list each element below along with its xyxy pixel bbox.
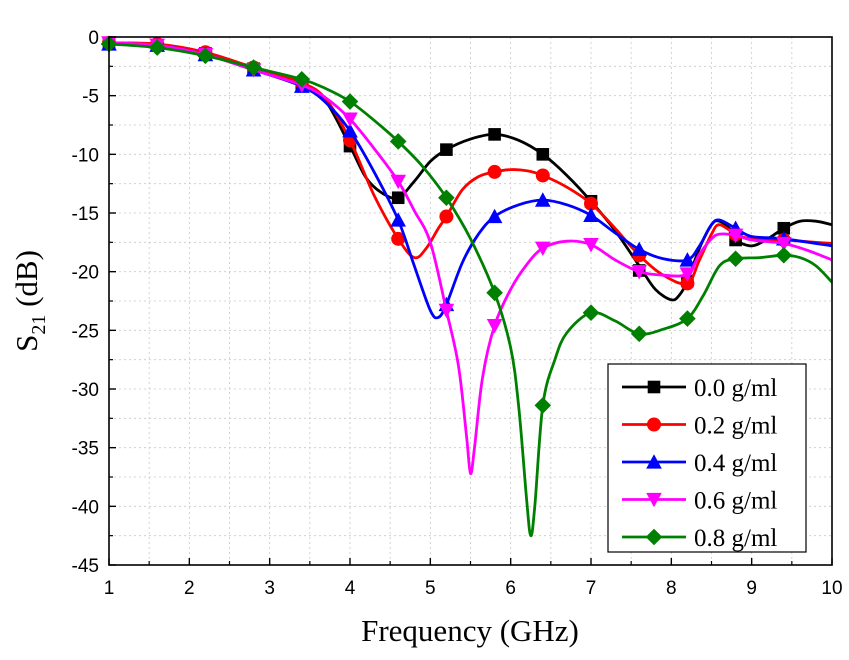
legend-marker-square <box>647 380 661 394</box>
legend: 0.0 g/ml 0.2 g/ml 0.4 g/ml 0.6 g/ml 0.8 g/ml <box>607 363 807 553</box>
legend-marker-triangle-up <box>646 454 662 469</box>
legend-items: 0.0 g/ml 0.2 g/ml 0.4 g/ml 0.6 g/ml 0.8 g/ml <box>622 375 777 552</box>
data-point-triangle-down <box>679 267 696 282</box>
y-tick-label: -30 <box>72 380 99 401</box>
legend-label: 0.4 g/ml <box>694 450 777 477</box>
data-point-diamond <box>775 246 793 264</box>
y-tick-label: 0 <box>88 28 99 49</box>
data-point-triangle-down <box>631 265 647 280</box>
data-point-triangle-up <box>390 212 406 227</box>
data-point-diamond <box>389 133 407 150</box>
data-point-triangle-down <box>776 236 792 252</box>
x-tick-label: 3 <box>264 578 275 599</box>
data-point-triangle-up <box>631 241 647 257</box>
data-point-triangle-up <box>583 207 599 222</box>
legend-item: 0.4 g/ml <box>622 450 777 477</box>
data-point-circle <box>439 209 454 224</box>
x-tick-label: 7 <box>586 578 597 599</box>
data-point-circle <box>487 164 502 179</box>
legend-label: 0.0 g/ml <box>694 375 777 402</box>
y-axis-title-suffix: (dB) <box>9 250 44 315</box>
x-tick-label: 10 <box>821 578 842 599</box>
series-line <box>108 41 833 286</box>
data-point-diamond <box>534 397 552 414</box>
legend-label: 0.8 g/ml <box>694 525 777 552</box>
data-point-triangle-down <box>727 228 744 244</box>
data-point-triangle-up <box>679 252 696 267</box>
data-point-diamond <box>486 284 503 302</box>
data-point-diamond <box>630 325 648 343</box>
series-line <box>108 42 834 538</box>
data-point-triangle-down <box>342 112 358 127</box>
legend-box <box>607 363 807 553</box>
legend-item: 0.8 g/ml <box>622 525 777 552</box>
data-point-triangle-up <box>486 208 503 224</box>
y-tick-label: -25 <box>72 321 99 342</box>
data-point-diamond <box>197 47 214 65</box>
x-tick-label: 9 <box>746 578 757 599</box>
y-tick-label: -5 <box>82 87 99 108</box>
data-point-square <box>440 143 453 156</box>
data-point-circle <box>680 276 695 291</box>
data-point-diamond <box>245 59 262 76</box>
data-point-triangle-up <box>342 123 358 138</box>
legend-marker-circle <box>647 417 661 432</box>
y-axis-title-subscript: 21 <box>28 315 50 335</box>
y-tick-label: -15 <box>72 204 99 225</box>
y-tick-label: -10 <box>72 145 99 166</box>
x-tick-label: 8 <box>666 578 677 599</box>
data-point-triangle-down <box>438 303 455 319</box>
y-tick-label: -40 <box>72 497 99 518</box>
y-tick-label: -45 <box>72 556 99 577</box>
legend-marker-diamond <box>645 528 663 546</box>
y-axis-title: S21 (dB) <box>9 250 50 352</box>
data-point-square <box>488 128 501 141</box>
data-point-circle <box>535 168 550 183</box>
data-point-diamond <box>293 70 311 88</box>
data-point-triangle-down <box>390 174 406 190</box>
data-point-circle <box>584 196 598 211</box>
data-point-diamond <box>727 250 744 268</box>
x-tick-label: 2 <box>184 578 195 599</box>
x-tick-label: 5 <box>425 578 436 599</box>
data-point-triangle-up <box>535 192 551 207</box>
legend-item: 0.6 g/ml <box>622 488 777 515</box>
data-point-diamond <box>679 310 696 327</box>
y-tick-label: -20 <box>72 263 99 284</box>
y-axis-title-base: S <box>9 335 44 352</box>
data-point-diamond <box>148 39 166 56</box>
y-tick-label: -35 <box>72 439 99 460</box>
data-point-diamond <box>582 304 600 322</box>
x-axis-title: Frequency (GHz) <box>361 613 579 648</box>
data-point-square <box>391 191 405 205</box>
data-point-diamond <box>341 93 359 110</box>
data-point-square <box>536 148 550 161</box>
series-0-8-g-ml <box>100 35 834 538</box>
data-point-triangle-down <box>535 241 551 256</box>
legend-label: 0.2 g/ml <box>694 413 777 440</box>
x-tick-label: 4 <box>345 578 356 599</box>
legend-item: 0.2 g/ml <box>622 413 777 440</box>
data-point-triangle-down <box>486 319 503 334</box>
plot-series <box>100 35 834 538</box>
legend-label: 0.6 g/ml <box>694 488 777 515</box>
data-point-circle <box>391 231 406 246</box>
legend-marker-triangle-down <box>646 492 662 508</box>
data-point-diamond <box>438 189 455 207</box>
axis-ticks: 1 2 3 4 5 6 7 8 9 10 0 -5 -10 -15 -20 -25 -30 -35 -40 -45 <box>72 28 843 599</box>
data-point-square <box>777 221 791 235</box>
data-point-triangle-down <box>583 238 599 253</box>
x-tick-label: 6 <box>505 578 516 599</box>
legend-item: 0.0 g/ml <box>622 375 777 402</box>
x-tick-label: 1 <box>104 578 115 599</box>
